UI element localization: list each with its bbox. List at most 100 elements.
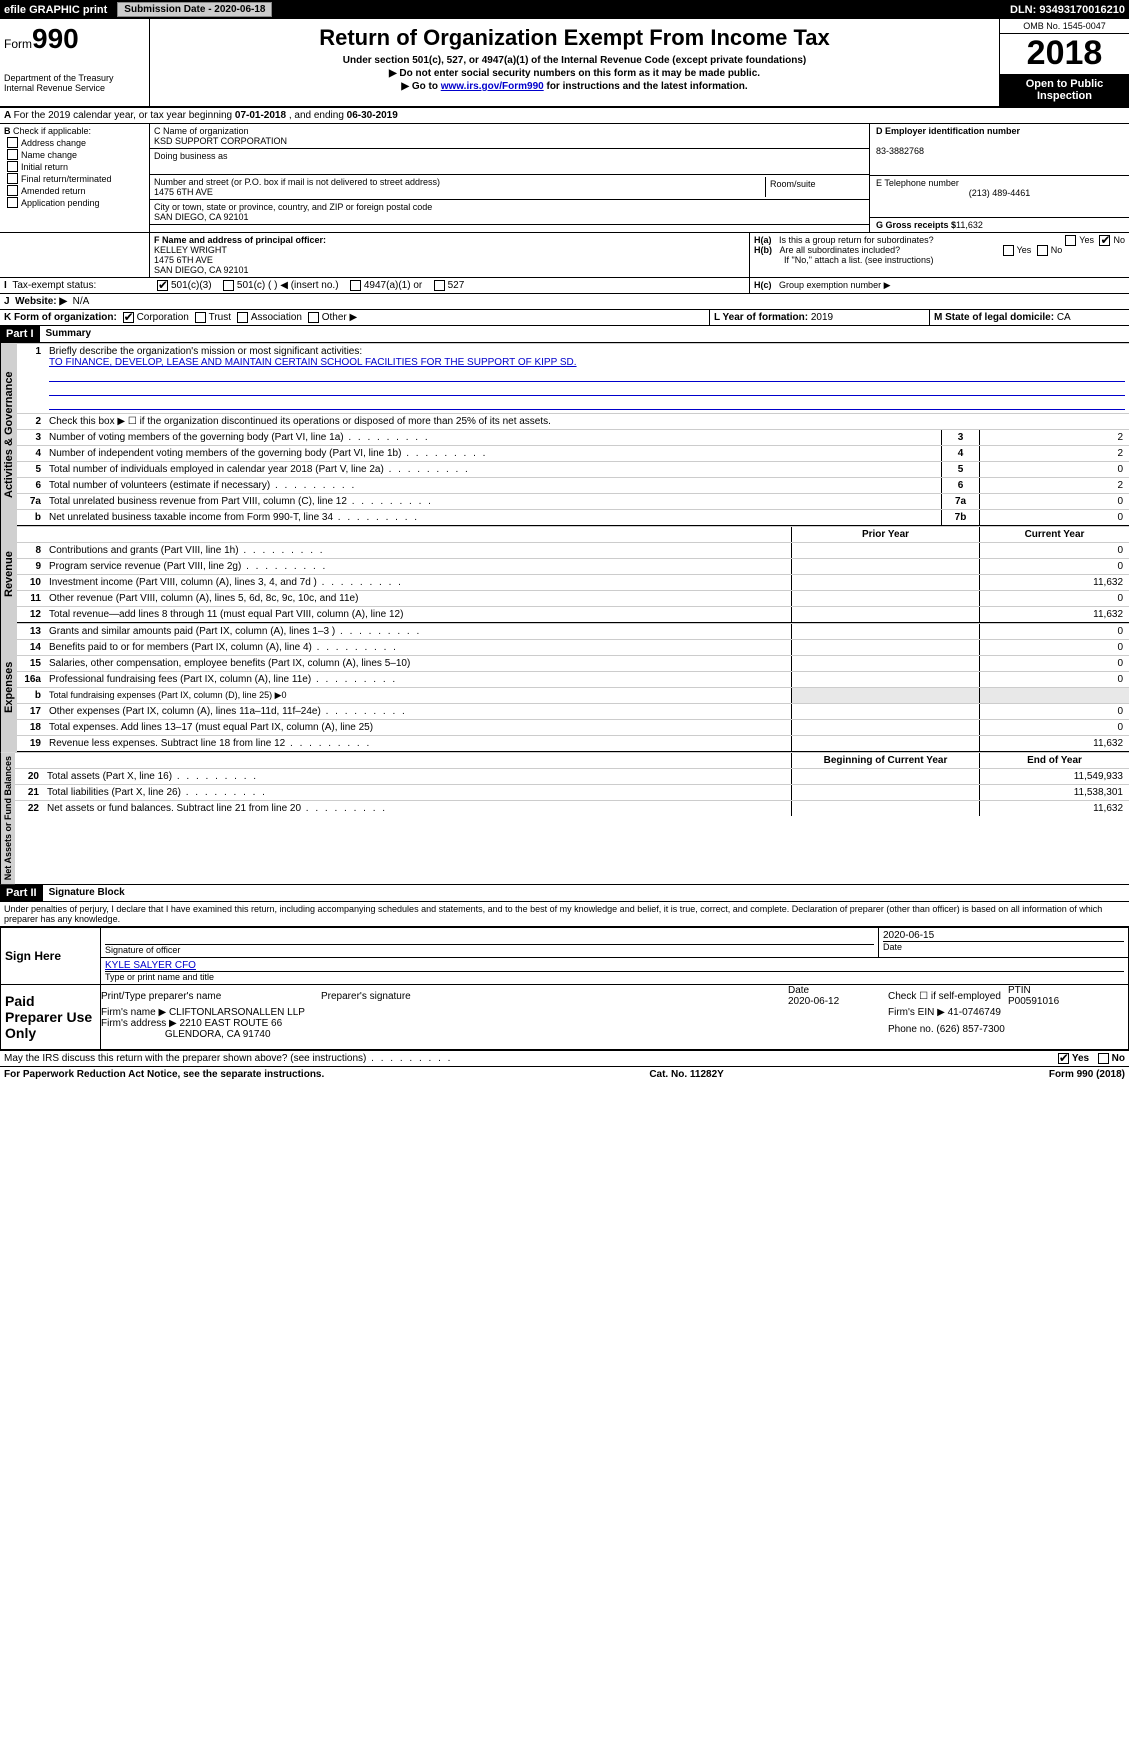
irs-yes[interactable] [1058,1053,1069,1064]
sig-date-label: Date [883,941,1124,952]
ha-label: Is this a group return for subordinates? [779,235,934,245]
tab-activities-governance: Activities & Governance [0,343,17,526]
irs-discuss-row: May the IRS discuss this return with the… [0,1051,1129,1066]
l9-val: 0 [979,559,1129,574]
j-label: Website: ▶ [15,296,67,307]
irs-link[interactable]: www.irs.gov/Form990 [441,81,544,92]
street-value: 1475 6TH AVE [154,187,765,197]
org-name: KSD SUPPORT CORPORATION [154,136,865,146]
submission-date-btn[interactable]: Submission Date - 2020-06-18 [117,2,272,17]
i-label: Tax-exempt status: [12,280,96,291]
year-formation: 2019 [811,312,833,323]
ha-no[interactable] [1099,235,1110,246]
sig-officer-label: Signature of officer [105,944,874,955]
l22-text: Net assets or fund balances. Subtract li… [43,801,791,816]
chk-501c3[interactable] [157,280,168,291]
paid-preparer-label: Paid Preparer Use Only [1,985,101,1049]
f-label: F Name and address of principal officer: [154,235,326,245]
chk-address-change[interactable] [7,137,18,148]
sign-here-label: Sign Here [1,928,101,984]
l13-text: Grants and similar amounts paid (Part IX… [45,624,791,639]
l18-val: 0 [979,720,1129,735]
footer-right: Form 990 (2018) [1049,1069,1125,1080]
chk-initial-return[interactable] [7,161,18,172]
chk-amended[interactable] [7,185,18,196]
l9-text: Program service revenue (Part VIII, line… [45,559,791,574]
part1-body: Activities & Governance 1 Briefly descri… [0,342,1129,526]
part1-header: Part I Summary [0,326,1129,342]
l21-text: Total liabilities (Part X, line 26) [43,785,791,800]
irs-no[interactable] [1098,1053,1109,1064]
tax-year: 2018 [1000,34,1129,74]
l12-val: 11,632 [979,607,1129,622]
l15-val: 0 [979,656,1129,671]
hb-no[interactable] [1037,245,1048,256]
officer-signed-name[interactable]: KYLE SALYER CFO [105,960,196,971]
firm-addr1: 2210 EAST ROUTE 66 [180,1018,283,1029]
firm-name: CLIFTONLARSONALLEN LLP [169,1007,305,1018]
chk-name-change[interactable] [7,149,18,160]
l7b-val: 0 [979,510,1129,525]
firm-name-label: Firm's name ▶ [101,1007,166,1018]
officer-title-label: Type or print name and title [105,971,1124,982]
chk-other[interactable] [308,312,319,323]
l8-val: 0 [979,543,1129,558]
l8-text: Contributions and grants (Part VIII, lin… [45,543,791,558]
l7b-text: Net unrelated business taxable income fr… [45,510,941,525]
l17-val: 0 [979,704,1129,719]
l11-text: Other revenue (Part VIII, column (A), li… [45,591,791,606]
part2-header: Part II Signature Block [0,885,1129,901]
l14-val: 0 [979,640,1129,655]
prep-name-label: Print/Type preparer's name [101,991,221,1002]
l20-text: Total assets (Part X, line 16) [43,769,791,784]
chk-527[interactable] [434,280,445,291]
e-label: E Telephone number [876,178,959,188]
l6-text: Total number of volunteers (estimate if … [45,478,941,493]
hb-yes[interactable] [1003,245,1014,256]
chk-501c[interactable] [223,280,234,291]
part2-label: Part II [0,885,43,901]
part1-label: Part I [0,326,40,342]
form-number: Form990 [4,23,145,55]
col-begin: Beginning of Current Year [791,753,979,768]
firm-ein: 41-0746749 [948,1007,1001,1018]
l3-val: 2 [979,430,1129,445]
hb-note: If "No," attach a list. (see instruction… [754,255,1125,265]
part2-title: Signature Block [43,885,131,901]
l19-text: Revenue less expenses. Subtract line 18 … [45,736,791,751]
dba-label: Doing business as [154,151,865,161]
ein-value: 83-3882768 [876,146,924,156]
self-emp-label: Check ☐ if self-employed [888,991,1001,1002]
chk-assoc[interactable] [237,312,248,323]
subtitle-3: ▶ Go to www.irs.gov/Form990 for instruct… [158,81,991,92]
street-label: Number and street (or P.O. box if mail i… [154,177,765,187]
chk-corp[interactable] [123,312,134,323]
hc-label: Group exemption number ▶ [779,280,890,290]
open-public: Open to Public Inspection [1000,74,1129,106]
footer-left: For Paperwork Reduction Act Notice, see … [4,1069,324,1080]
line-i: I Tax-exempt status: 501(c)(3) 501(c) ( … [0,278,1129,294]
l7a-text: Total unrelated business revenue from Pa… [45,494,941,509]
chk-trust[interactable] [195,312,206,323]
l12-text: Total revenue—add lines 8 through 11 (mu… [45,607,791,622]
officer-addr1: 1475 6TH AVE [154,255,213,265]
l3-text: Number of voting members of the governin… [45,430,941,445]
ptin-value: P00591016 [1008,996,1059,1007]
subtitle-2: ▶ Do not enter social security numbers o… [158,68,991,79]
part1-title: Summary [40,326,98,342]
l10-val: 11,632 [979,575,1129,590]
m-label: M State of legal domicile: [934,312,1054,323]
col-current: Current Year [979,527,1129,542]
signature-area: Sign Here Signature of officer 2020-06-1… [0,926,1129,1051]
ha-yes[interactable] [1065,235,1076,246]
state-domicile: CA [1057,312,1071,323]
revenue-section: Revenue Prior YearCurrent Year 8Contribu… [0,526,1129,623]
l15-text: Salaries, other compensation, employee b… [45,656,791,671]
chk-4947[interactable] [350,280,361,291]
form-title: Return of Organization Exempt From Incom… [158,25,991,51]
d-label: D Employer identification number [876,126,1020,136]
chk-final-return[interactable] [7,173,18,184]
dept-label: Department of the Treasury Internal Reve… [4,73,145,93]
l16a-text: Professional fundraising fees (Part IX, … [45,672,791,687]
chk-app-pending[interactable] [7,197,18,208]
